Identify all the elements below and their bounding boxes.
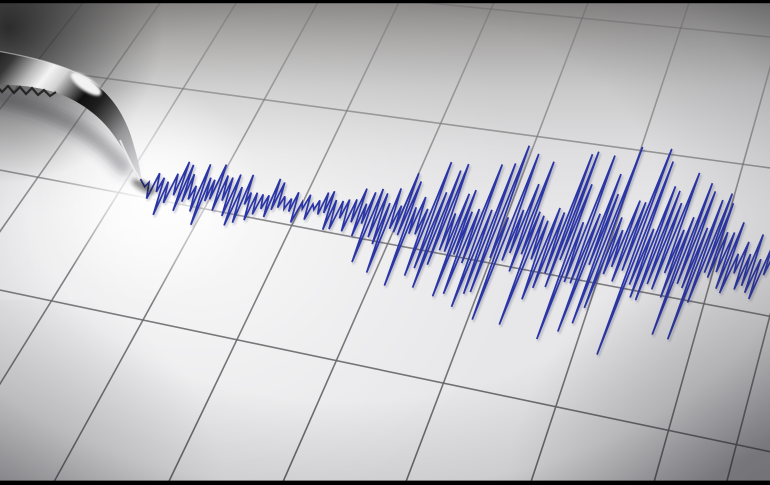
bottom-right-dark-corner [470,260,770,485]
letterbox-bar-top [0,0,770,4]
letterbox-bar-bottom [0,480,770,485]
bottom-left-dark-corner [0,300,230,485]
